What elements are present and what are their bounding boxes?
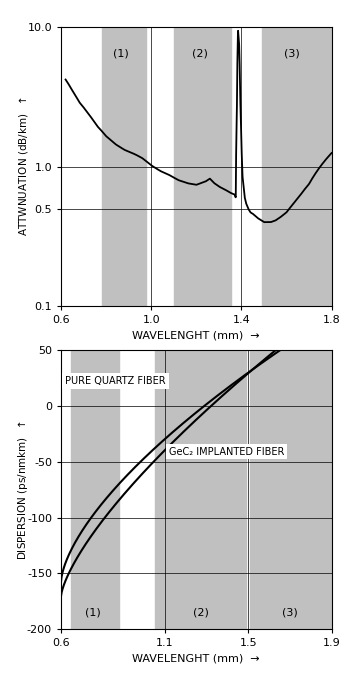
Bar	[251, 350, 332, 629]
Text: (3): (3)	[284, 48, 300, 58]
Text: (1): (1)	[113, 48, 129, 58]
X-axis label: WAVELENGHT (mm)  →: WAVELENGHT (mm) →	[133, 654, 260, 664]
Bar	[262, 27, 332, 306]
Text: PURE QUARTZ FIBER: PURE QUARTZ FIBER	[65, 376, 166, 386]
Text: (1): (1)	[86, 608, 101, 618]
Text: (2): (2)	[193, 608, 208, 618]
Bar	[72, 350, 119, 629]
Bar	[174, 27, 231, 306]
Y-axis label: DISPERSION (ps/nmkm)  $\uparrow$: DISPERSION (ps/nmkm) $\uparrow$	[16, 419, 30, 560]
Text: GeC₂ IMPLANTED FIBER: GeC₂ IMPLANTED FIBER	[169, 447, 285, 456]
Text: (3): (3)	[282, 608, 298, 618]
Y-axis label: ATTWNUATION (dB/km)  $\uparrow$: ATTWNUATION (dB/km) $\uparrow$	[17, 97, 30, 236]
X-axis label: WAVELENGHT (mm)  →: WAVELENGHT (mm) →	[133, 331, 260, 341]
Bar	[102, 27, 146, 306]
Text: (2): (2)	[192, 48, 208, 58]
Bar	[155, 350, 246, 629]
